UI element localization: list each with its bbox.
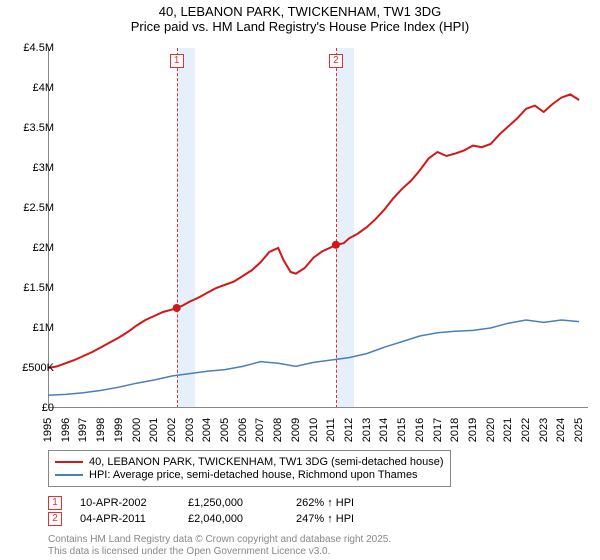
sale-date: 04-APR-2011 [80, 513, 170, 525]
chart-svg [48, 48, 588, 408]
y-tick-label: £3.5M [23, 122, 54, 134]
legend-swatch [55, 461, 83, 463]
x-tick-label: 2020 [485, 418, 497, 442]
x-tick-label: 1995 [42, 418, 54, 442]
y-tick-label: £3M [33, 162, 54, 174]
x-tick-label: 2009 [290, 418, 302, 442]
y-tick-label: £0 [42, 402, 54, 414]
footnote: Contains HM Land Registry data © Crown c… [48, 534, 391, 558]
legend-label: 40, LEBANON PARK, TWICKENHAM, TW1 3DG (s… [89, 456, 444, 468]
legend-swatch [55, 474, 83, 476]
x-tick-label: 2015 [396, 418, 408, 442]
sale-point [173, 304, 181, 312]
x-tick-label: 2014 [378, 418, 390, 442]
y-tick-label: £2.5M [23, 202, 54, 214]
series-price_paid [48, 94, 579, 368]
x-tick-label: 2000 [131, 418, 143, 442]
y-tick-label: £500K [22, 362, 54, 374]
sale-row: 2 04-APR-2011 £2,040,000 247% ↑ HPI [48, 512, 588, 526]
sale-row: 1 10-APR-2002 £1,250,000 262% ↑ HPI [48, 496, 588, 510]
chart-area: 12 [48, 48, 588, 408]
x-tick-label: 1999 [113, 418, 125, 442]
x-tick-label: 2024 [555, 418, 567, 442]
sale-pct: 247% ↑ HPI [296, 513, 386, 525]
x-tick-label: 2017 [432, 418, 444, 442]
legend-item: HPI: Average price, semi-detached house,… [55, 469, 444, 481]
sales-table: 1 10-APR-2002 £1,250,000 262% ↑ HPI 2 04-APR-… [48, 494, 588, 528]
x-tick-label: 2008 [272, 418, 284, 442]
x-tick-label: 1998 [95, 418, 107, 442]
x-tick-label: 2016 [414, 418, 426, 442]
x-tick-label: 2010 [308, 418, 320, 442]
x-tick-label: 2003 [184, 418, 196, 442]
y-tick-label: £2M [33, 242, 54, 254]
x-tick-label: 2002 [166, 418, 178, 442]
footnote-line1: Contains HM Land Registry data © Crown c… [48, 534, 391, 546]
x-tick-label: 1996 [60, 418, 72, 442]
x-tick-label: 2004 [201, 418, 213, 442]
x-tick-label: 2011 [325, 418, 337, 442]
sale-marker: 1 [48, 496, 62, 510]
sale-point [332, 241, 340, 249]
x-tick-label: 2023 [538, 418, 550, 442]
sale-price: £1,250,000 [188, 497, 278, 509]
chart-title: 40, LEBANON PARK, TWICKENHAM, TW1 3DG Pr… [0, 0, 600, 34]
x-tick-label: 2022 [520, 418, 532, 442]
footnote-line2: This data is licensed under the Open Gov… [48, 546, 391, 558]
x-tick-label: 2013 [361, 418, 373, 442]
title-line2: Price paid vs. HM Land Registry's House … [0, 19, 600, 34]
sale-date: 10-APR-2002 [80, 497, 170, 509]
x-tick-label: 2012 [343, 418, 355, 442]
x-tick-label: 2025 [573, 418, 585, 442]
x-tick-label: 2021 [502, 418, 514, 442]
x-tick-label: 2001 [148, 418, 160, 442]
y-tick-label: £1.5M [23, 282, 54, 294]
x-tick-label: 2018 [449, 418, 461, 442]
sale-price: £2,040,000 [188, 513, 278, 525]
title-line1: 40, LEBANON PARK, TWICKENHAM, TW1 3DG [0, 4, 600, 19]
x-tick-label: 2005 [219, 418, 231, 442]
legend-label: HPI: Average price, semi-detached house,… [89, 469, 418, 481]
sale-pct: 262% ↑ HPI [296, 497, 386, 509]
legend-item: 40, LEBANON PARK, TWICKENHAM, TW1 3DG (s… [55, 456, 444, 468]
sale-marker: 2 [48, 512, 62, 526]
x-tick-label: 2006 [237, 418, 249, 442]
x-tick-label: 1997 [77, 418, 89, 442]
x-tick-label: 2007 [254, 418, 266, 442]
y-tick-label: £4.5M [23, 42, 54, 54]
x-tick-label: 2019 [467, 418, 479, 442]
legend-box: 40, LEBANON PARK, TWICKENHAM, TW1 3DG (s… [48, 450, 451, 487]
y-tick-label: £4M [33, 82, 54, 94]
y-tick-label: £1M [33, 322, 54, 334]
legend: 40, LEBANON PARK, TWICKENHAM, TW1 3DG (s… [48, 450, 588, 487]
